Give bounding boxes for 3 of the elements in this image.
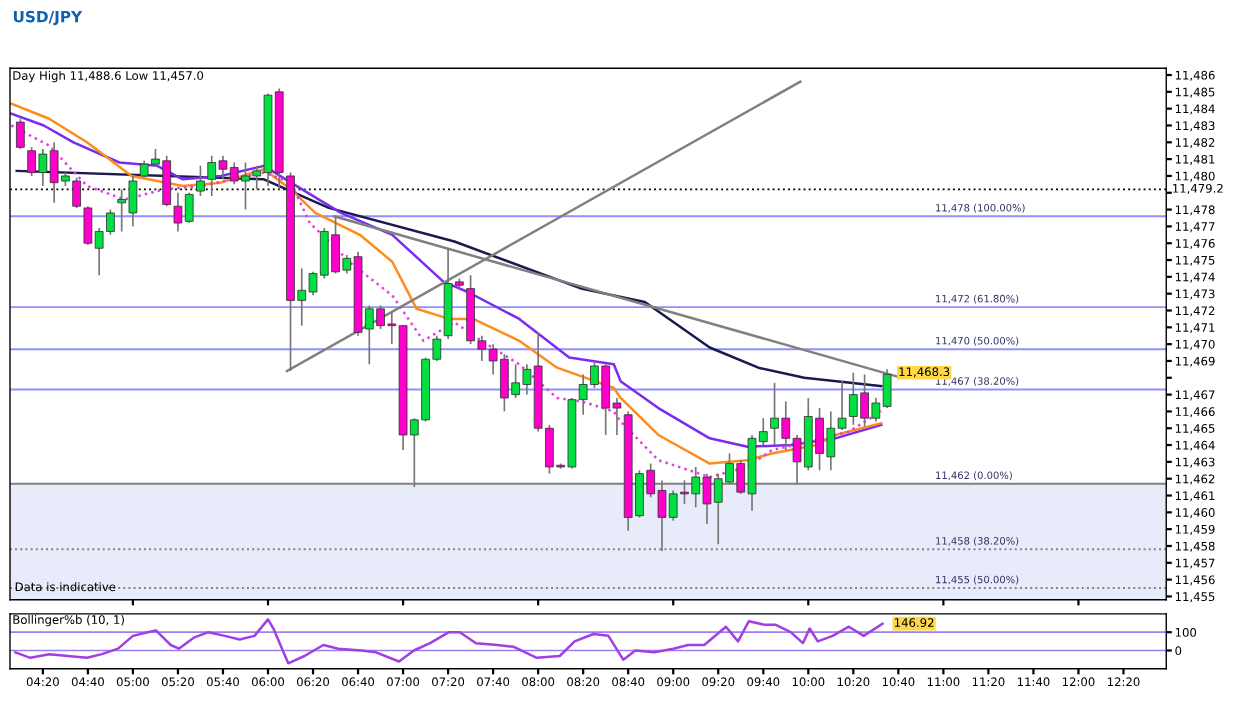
candlestick	[196, 165, 205, 197]
line-series	[14, 618, 884, 665]
candlestick	[16, 117, 25, 150]
